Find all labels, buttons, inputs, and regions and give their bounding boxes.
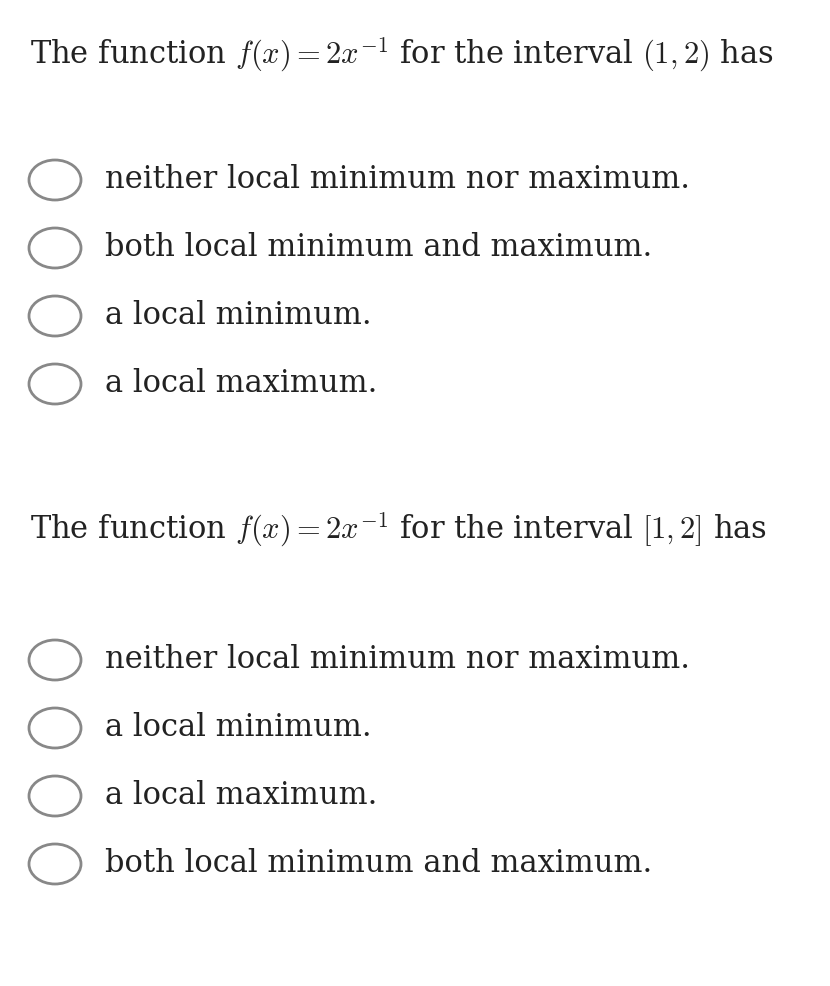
Text: a local maximum.: a local maximum.	[105, 369, 378, 399]
Ellipse shape	[29, 708, 81, 748]
Text: The function $f(x) = 2x^{-1}$ for the interval $(1, 2)$ has: The function $f(x) = 2x^{-1}$ for the in…	[30, 35, 774, 74]
Text: a local minimum.: a local minimum.	[105, 301, 372, 331]
Text: both local minimum and maximum.: both local minimum and maximum.	[105, 233, 652, 263]
Text: neither local minimum nor maximum.: neither local minimum nor maximum.	[105, 645, 690, 675]
Ellipse shape	[29, 640, 81, 680]
Text: a local maximum.: a local maximum.	[105, 781, 378, 811]
Ellipse shape	[29, 296, 81, 336]
Ellipse shape	[29, 776, 81, 816]
Text: neither local minimum nor maximum.: neither local minimum nor maximum.	[105, 165, 690, 195]
Ellipse shape	[29, 228, 81, 268]
Ellipse shape	[29, 160, 81, 200]
Text: The function $f(x) = 2x^{-1}$ for the interval $[1, 2]$ has: The function $f(x) = 2x^{-1}$ for the in…	[30, 511, 767, 549]
Text: a local minimum.: a local minimum.	[105, 713, 372, 743]
Ellipse shape	[29, 844, 81, 884]
Ellipse shape	[29, 364, 81, 404]
Text: both local minimum and maximum.: both local minimum and maximum.	[105, 849, 652, 880]
